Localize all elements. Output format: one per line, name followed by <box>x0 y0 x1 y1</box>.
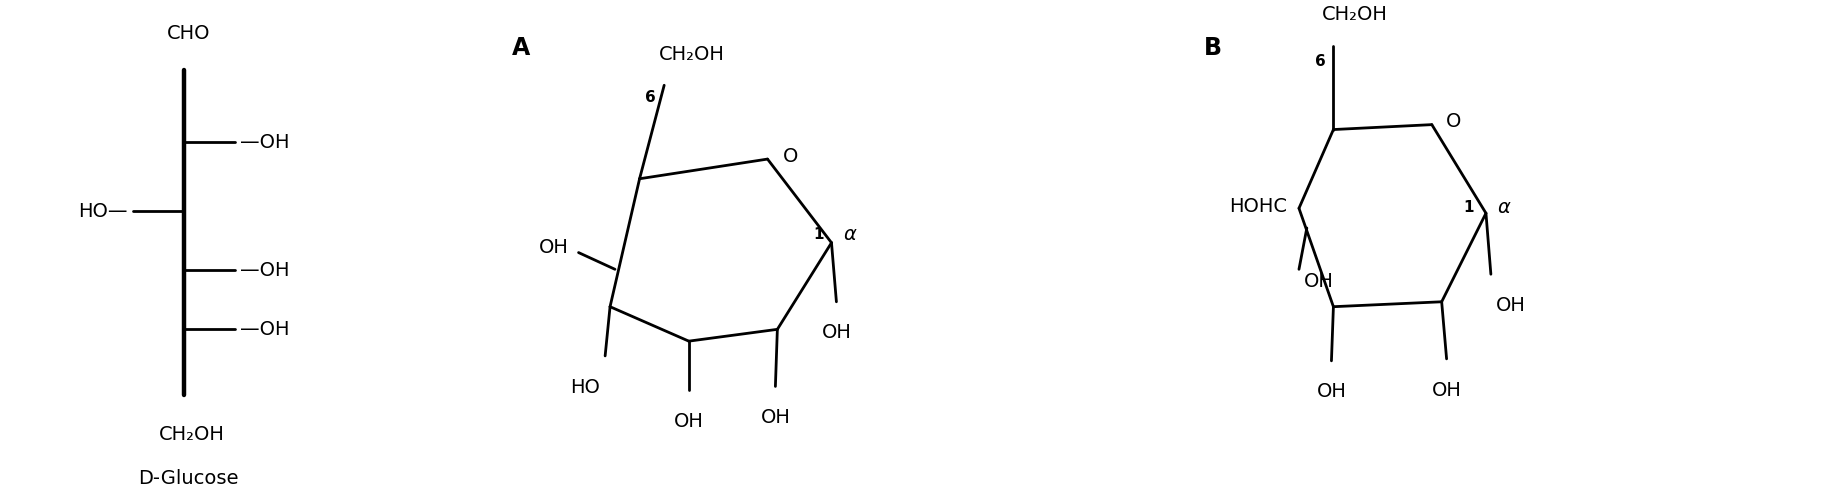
Text: B: B <box>1203 36 1222 60</box>
Text: OH: OH <box>761 408 791 427</box>
Text: α: α <box>843 226 856 244</box>
Text: 1: 1 <box>1464 200 1475 215</box>
Text: D-Glucose: D-Glucose <box>139 470 238 488</box>
Text: —OH: —OH <box>240 320 290 339</box>
Text: CH₂OH: CH₂OH <box>660 44 724 64</box>
Text: 6: 6 <box>645 90 656 105</box>
Text: OH: OH <box>1432 380 1462 400</box>
Text: 6: 6 <box>1314 54 1325 69</box>
Text: —OH: —OH <box>240 261 290 280</box>
Text: OH: OH <box>1305 272 1334 291</box>
Text: CH₂OH: CH₂OH <box>159 425 225 444</box>
Text: CHO: CHO <box>166 24 211 43</box>
Text: OH: OH <box>540 238 569 257</box>
Text: OH: OH <box>1316 382 1347 402</box>
Text: O: O <box>784 146 798 166</box>
Text: HOHC: HOHC <box>1229 197 1288 216</box>
Text: 1: 1 <box>813 228 824 242</box>
Text: OH: OH <box>822 324 852 342</box>
Text: HO: HO <box>571 378 601 396</box>
Text: OH: OH <box>1495 296 1526 315</box>
Text: A: A <box>512 36 530 60</box>
Text: HO—: HO— <box>78 202 128 220</box>
Text: O: O <box>1445 112 1462 131</box>
Text: CH₂OH: CH₂OH <box>1321 5 1388 24</box>
Text: α: α <box>1497 198 1510 217</box>
Text: —OH: —OH <box>240 133 290 152</box>
Text: OH: OH <box>675 412 704 431</box>
